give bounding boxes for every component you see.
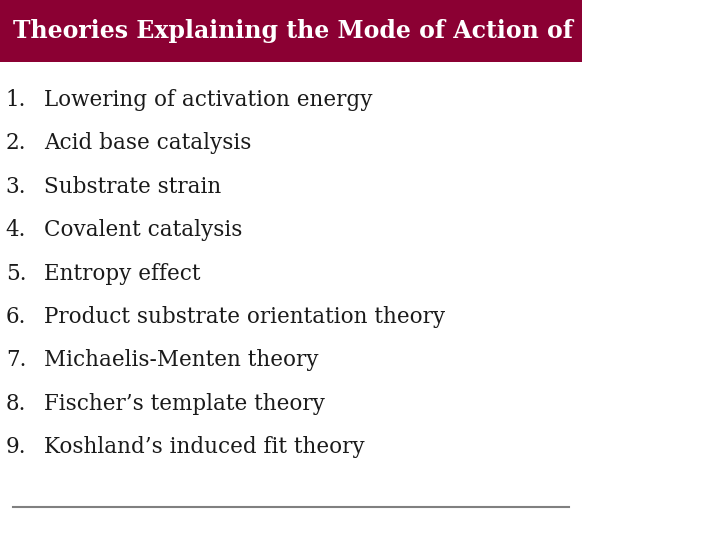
- Text: Covalent catalysis: Covalent catalysis: [44, 219, 242, 241]
- Text: Acid base catalysis: Acid base catalysis: [44, 132, 251, 154]
- Text: Theories Explaining the Mode of Action of Enzymes: Theories Explaining the Mode of Action o…: [13, 19, 696, 43]
- Text: 4.: 4.: [6, 219, 26, 241]
- Text: Fischer’s template theory: Fischer’s template theory: [44, 393, 325, 415]
- Text: 2.: 2.: [6, 132, 26, 154]
- Text: Michaelis-Menten theory: Michaelis-Menten theory: [44, 349, 318, 372]
- Text: 5.: 5.: [6, 262, 26, 285]
- Text: Product substrate orientation theory: Product substrate orientation theory: [44, 306, 445, 328]
- Text: Koshland’s induced fit theory: Koshland’s induced fit theory: [44, 436, 364, 458]
- FancyBboxPatch shape: [0, 0, 582, 62]
- Text: 6.: 6.: [6, 306, 26, 328]
- Text: 1.: 1.: [6, 89, 26, 111]
- Text: Lowering of activation energy: Lowering of activation energy: [44, 89, 372, 111]
- Text: Entropy effect: Entropy effect: [44, 262, 200, 285]
- Text: 3.: 3.: [6, 176, 26, 198]
- Text: 8.: 8.: [6, 393, 26, 415]
- Text: 9.: 9.: [6, 436, 26, 458]
- Text: Substrate strain: Substrate strain: [44, 176, 221, 198]
- Text: 7.: 7.: [6, 349, 26, 372]
